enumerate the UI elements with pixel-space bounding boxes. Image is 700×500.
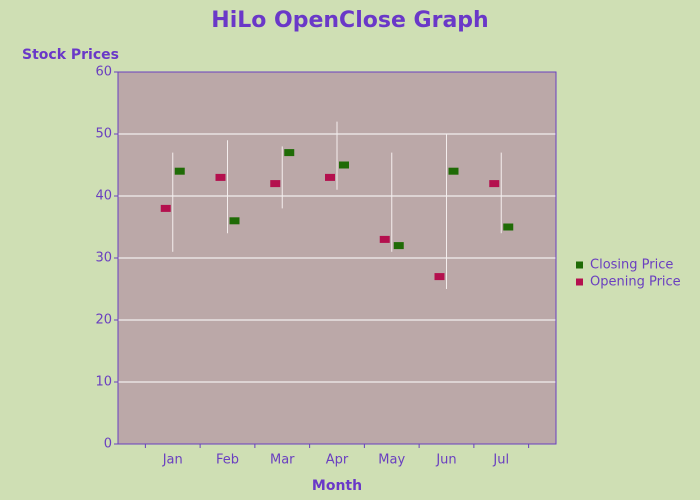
- marker: [325, 173, 335, 181]
- marker: [393, 242, 404, 250]
- y-tick-label: 0: [104, 437, 112, 452]
- y-tick-label: 40: [95, 189, 112, 204]
- marker: [379, 235, 390, 243]
- y-axis-label: Stock Prices: [22, 47, 119, 63]
- plot-border: [117, 71, 557, 445]
- marker: [174, 167, 185, 175]
- x-tick-label: May: [378, 453, 405, 468]
- marker: [284, 149, 295, 157]
- x-tick-label: Mar: [270, 453, 295, 468]
- y-tick-label: 20: [95, 313, 112, 328]
- marker: [160, 204, 171, 212]
- chart-title: HiLo OpenClose Graph: [211, 8, 488, 33]
- marker: [489, 180, 500, 188]
- marker: [229, 217, 240, 225]
- marker: [434, 273, 445, 281]
- x-tick-label: Jun: [435, 453, 456, 468]
- y-tick-label: 30: [95, 251, 112, 266]
- x-axis-label: Month: [312, 478, 362, 494]
- marker: [270, 180, 281, 188]
- legend-swatch: [576, 278, 583, 286]
- legend-swatch: [576, 261, 583, 269]
- legend-label: Opening Price: [590, 275, 681, 290]
- x-tick-label: Jul: [492, 453, 509, 468]
- y-tick-label: 10: [95, 375, 112, 390]
- x-tick-label: Feb: [216, 453, 239, 468]
- marker: [448, 167, 459, 175]
- y-tick-label: 60: [95, 65, 112, 80]
- legend-label: Closing Price: [590, 258, 673, 273]
- y-tick-label: 50: [95, 127, 112, 142]
- marker: [503, 223, 514, 231]
- x-tick-label: Jan: [162, 453, 183, 468]
- marker: [339, 161, 349, 169]
- marker: [215, 173, 226, 181]
- x-tick-label: Apr: [326, 453, 349, 468]
